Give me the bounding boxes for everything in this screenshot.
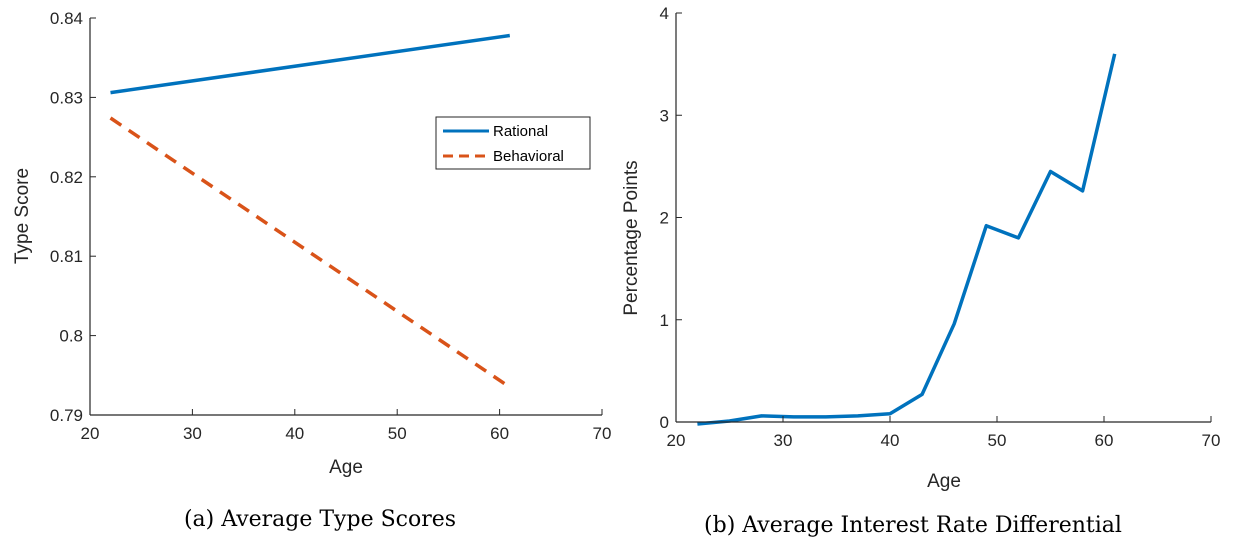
- legend-box: [435, 116, 591, 170]
- panel-a-y-ticks: 0.79 0.8 0.81 0.82 0.83 0.84: [50, 9, 96, 425]
- panel-a-x-tick-label-60: 60: [490, 424, 509, 443]
- legend-label-rational: Rational: [493, 123, 548, 140]
- panel-b-x-tick-label-60: 60: [1095, 431, 1114, 450]
- panel-a-y-tick-label-5: 0.84: [50, 9, 83, 28]
- panel-b-caption: (b) Average Interest Rate Differential: [704, 513, 1122, 538]
- panel-a-y-tick-label-4: 0.83: [50, 88, 83, 107]
- panel-a-series-line-behavioral: [109, 116, 511, 389]
- panel-a-legend: Rational Behavioral: [435, 116, 591, 170]
- panel-b-x-tick-label-50: 50: [988, 431, 1007, 450]
- panel-b-average-interest-rate-differential: 20 30 40 50 60 70 0 1 2 3 4 Age Percentage Points…: [621, 4, 1220, 538]
- panel-b-x-tick-label-40: 40: [881, 431, 900, 450]
- panel-b-series-line-0: [697, 53, 1117, 426]
- panel-b-x-ticks: 20 30 40 50 60 70: [667, 416, 1221, 450]
- panel-a-x-tick-label-50: 50: [388, 424, 407, 443]
- panel-a-y-tick-label-3: 0.82: [50, 168, 83, 187]
- panel-a-x-tick-label-20: 20: [81, 424, 100, 443]
- panel-a-average-type-scores: 20 30 40 50 60 70 0.79 0.8 0.81 0.82 0.83 0.84 Age…: [12, 9, 611, 532]
- panel-b-x-tick-label-30: 30: [774, 431, 793, 450]
- panel-a-x-axis-label: Age: [329, 457, 363, 478]
- panel-a-x-ticks: 20 30 40 50 60 70: [81, 409, 612, 443]
- panel-b-x-tick-label-20: 20: [667, 431, 686, 450]
- panel-a-x-tick-label-30: 30: [183, 424, 202, 443]
- legend-label-behavioral: Behavioral: [493, 148, 564, 165]
- panel-b-y-axis-label: Percentage Points: [621, 160, 642, 315]
- panel-a-plot-area: [109, 33, 511, 389]
- panel-b-plot-area: [697, 53, 1117, 426]
- panel-a-y-axis-label: Type Score: [12, 168, 33, 264]
- panel-b-y-ticks: 0 1 2 3 4: [660, 4, 682, 432]
- panel-b-y-tick-label-1: 1: [660, 311, 669, 330]
- panel-b-y-tick-label-4: 4: [660, 4, 669, 23]
- panel-a-y-tick-label-1: 0.8: [59, 327, 83, 346]
- panel-a-x-tick-label-40: 40: [285, 424, 304, 443]
- panel-b-x-tick-label-70: 70: [1202, 431, 1221, 450]
- panel-b-y-tick-label-2: 2: [660, 209, 669, 228]
- panel-a-y-tick-label-2: 0.81: [50, 247, 83, 266]
- panel-a-x-tick-label-70: 70: [593, 424, 612, 443]
- panel-b-y-tick-label-0: 0: [660, 413, 669, 432]
- panel-a-series-line-rational: [110, 33, 511, 95]
- panel-a-caption: (a) Average Type Scores: [184, 507, 456, 532]
- panel-b-y-tick-label-3: 3: [660, 106, 669, 125]
- panel-b-x-axis-label: Age: [927, 471, 961, 492]
- panel-a-y-tick-label-0: 0.79: [50, 406, 83, 425]
